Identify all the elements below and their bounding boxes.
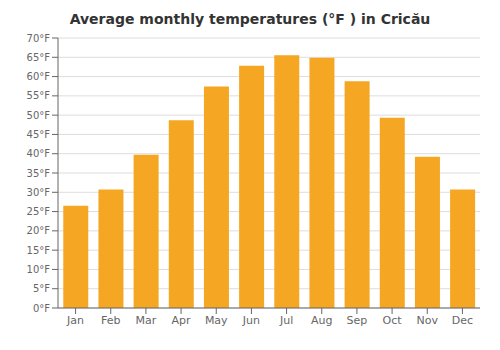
svg-text:Jun: Jun	[242, 314, 260, 327]
svg-text:0°F: 0°F	[33, 303, 50, 314]
svg-text:35°F: 35°F	[27, 168, 51, 179]
svg-text:Jan: Jan	[66, 314, 84, 327]
svg-text:Feb: Feb	[101, 314, 120, 327]
svg-text:30°F: 30°F	[27, 187, 51, 198]
svg-text:Apr: Apr	[172, 314, 192, 327]
svg-text:Sep: Sep	[347, 314, 368, 327]
svg-text:Oct: Oct	[383, 314, 403, 327]
svg-text:10°F: 10°F	[27, 264, 51, 275]
svg-text:70°F: 70°F	[27, 33, 51, 44]
svg-text:Jul: Jul	[279, 314, 293, 327]
svg-text:Nov: Nov	[417, 314, 439, 327]
svg-text:Dec: Dec	[452, 314, 473, 327]
svg-text:50°F: 50°F	[27, 110, 51, 121]
svg-text:45°F: 45°F	[27, 129, 51, 140]
svg-text:15°F: 15°F	[27, 245, 51, 256]
svg-text:60°F: 60°F	[27, 71, 51, 82]
html-text:Average monthly temperatures (: Average monthly temperatures (°F ) in Cr…	[69, 11, 431, 27]
svg-text:20°F: 20°F	[27, 225, 51, 236]
svg-text:May: May	[205, 314, 228, 327]
svg-text:Aug: Aug	[311, 314, 332, 327]
svg-text:65°F: 65°F	[27, 52, 51, 63]
svg-text:55°F: 55°F	[27, 90, 51, 101]
svg-text:5°F: 5°F	[33, 283, 50, 294]
svg-text:Mar: Mar	[136, 314, 157, 327]
svg-text:40°F: 40°F	[27, 148, 51, 159]
svg-text:25°F: 25°F	[27, 206, 51, 217]
